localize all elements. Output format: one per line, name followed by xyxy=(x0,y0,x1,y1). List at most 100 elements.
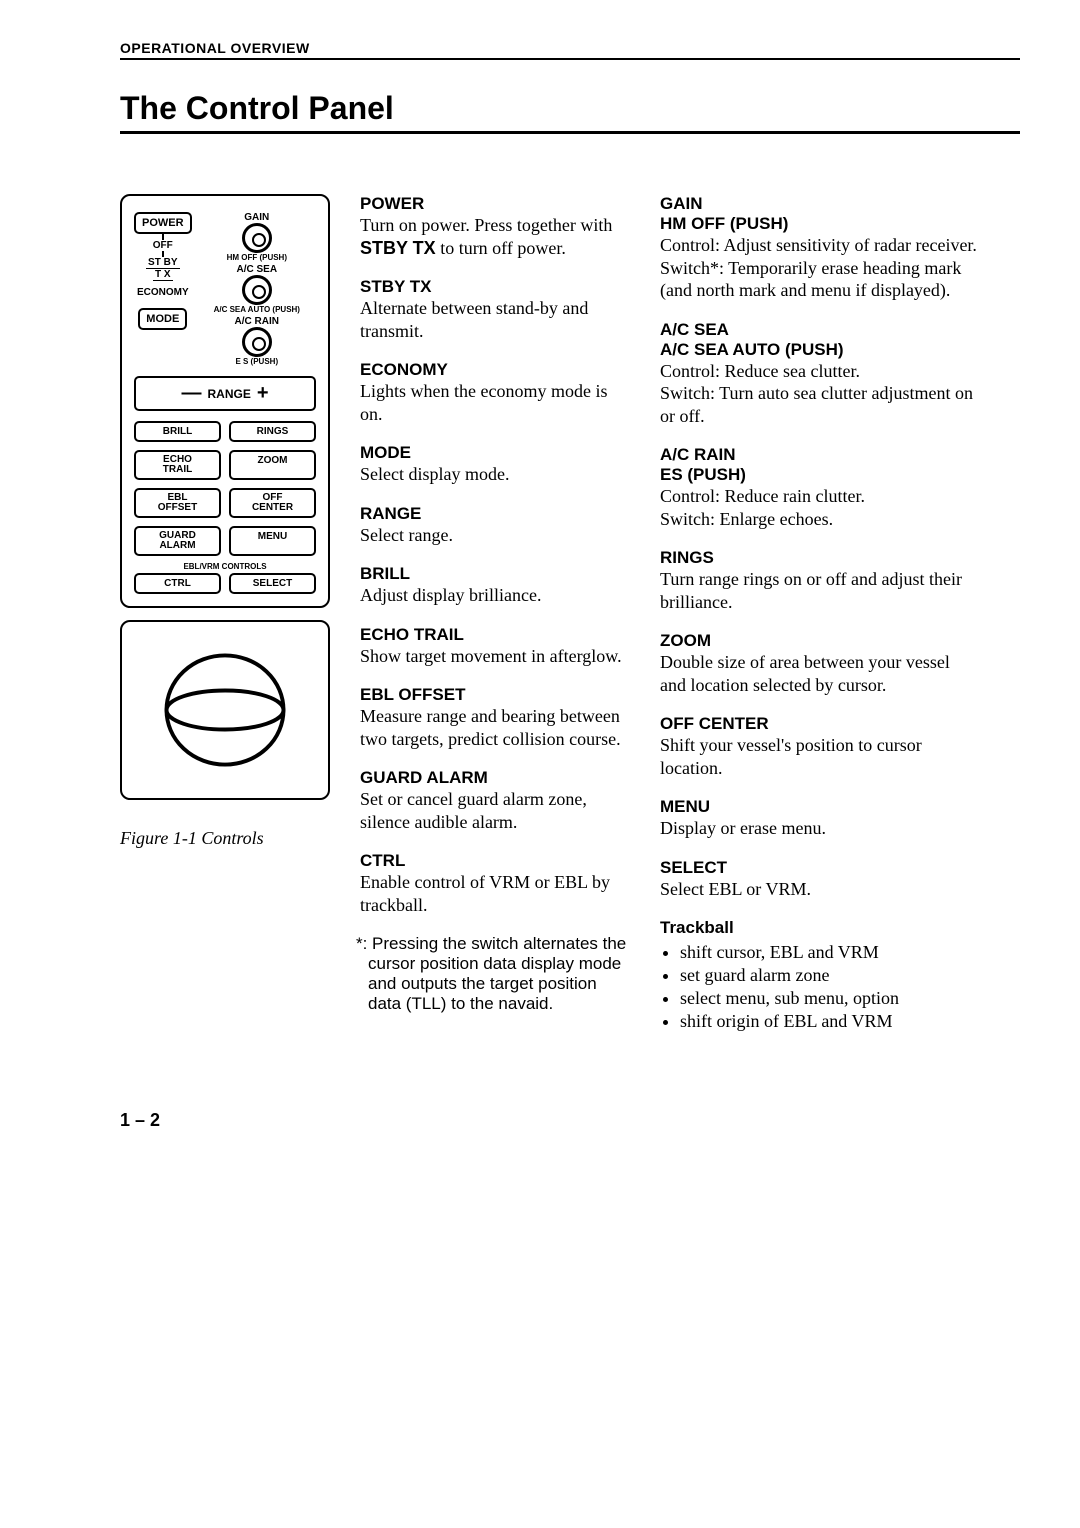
menu-button: MENU xyxy=(229,526,316,556)
ebl-offset-button: EBLOFFSET xyxy=(134,488,221,518)
entry-title: CTRL xyxy=(360,851,630,871)
trackball-title: Trackball xyxy=(660,918,980,938)
entry-body: Select EBL or VRM. xyxy=(660,878,980,901)
es-label: E S (PUSH) xyxy=(235,357,278,366)
range-label: RANGE xyxy=(207,387,250,401)
entry-body: Adjust display brilliance. xyxy=(360,584,630,607)
list-item: set guard alarm zone xyxy=(680,965,980,986)
page-header: OPERATIONAL OVERVIEW xyxy=(120,40,1020,60)
description-entry: A/C RAINES (PUSH)Control: Reduce rain cl… xyxy=(660,445,980,530)
guard-alarm-button: GUARDALARM xyxy=(134,526,221,556)
mode-button: MODE xyxy=(138,308,187,330)
acrain-label: A/C RAIN xyxy=(235,316,279,327)
entry-body: Control: Adjust sensitivity of radar rec… xyxy=(660,234,980,302)
description-entry: ECONOMYLights when the economy mode is o… xyxy=(360,360,630,425)
entry-body: Lights when the economy mode is on. xyxy=(360,380,630,425)
entry-title: MENU xyxy=(660,797,980,817)
trackball-entry: Trackball shift cursor, EBL and VRMset g… xyxy=(660,918,980,1032)
range-button: — RANGE + xyxy=(134,376,316,411)
description-entry: STBY TXAlternate between stand-by and tr… xyxy=(360,277,630,342)
button-grid: BRILL RINGS ECHOTRAIL ZOOM EBLOFFSET OFF… xyxy=(134,421,316,556)
plus-icon: + xyxy=(257,382,269,405)
entry-body: Shift your vessel's position to cursor l… xyxy=(660,734,980,779)
figure-column: POWER OFF ST BY T X ECONOMY MODE GAIN HM xyxy=(120,194,330,1050)
entry-subtitle: A/C SEA AUTO (PUSH) xyxy=(660,340,980,360)
trackball-icon xyxy=(160,645,290,775)
description-entry: MODESelect display mode. xyxy=(360,443,630,486)
description-column-1: POWERTurn on power. Press together with … xyxy=(360,194,630,1050)
entry-body: Turn on power. Press together with STBY … xyxy=(360,214,630,259)
entry-subtitle: ES (PUSH) xyxy=(660,465,980,485)
control-panel-figure: POWER OFF ST BY T X ECONOMY MODE GAIN HM xyxy=(120,194,330,608)
off-label: OFF xyxy=(153,240,173,251)
entry-title: OFF CENTER xyxy=(660,714,980,734)
acrain-dial-icon xyxy=(242,327,272,357)
entry-body: Set or cancel guard alarm zone, silence … xyxy=(360,788,630,833)
figure-caption: Figure 1-1 Controls xyxy=(120,828,330,849)
zoom-button: ZOOM xyxy=(229,450,316,480)
ctrl-button: CTRL xyxy=(134,573,221,594)
entry-body: Enable control of VRM or EBL by trackbal… xyxy=(360,871,630,916)
page-title: The Control Panel xyxy=(120,90,1020,134)
entry-subtitle: HM OFF (PUSH) xyxy=(660,214,980,234)
entry-title: MODE xyxy=(360,443,630,463)
hmoff-label: HM OFF (PUSH) xyxy=(227,253,287,262)
entry-title: RINGS xyxy=(660,548,980,568)
acsea-dial-icon xyxy=(242,275,272,305)
description-entry: ECHO TRAILShow target movement in afterg… xyxy=(360,625,630,668)
page-number: 1 – 2 xyxy=(120,1110,1020,1131)
description-entry: CTRLEnable control of VRM or EBL by trac… xyxy=(360,851,630,916)
entry-title: ECONOMY xyxy=(360,360,630,380)
description-column-2: GAINHM OFF (PUSH)Control: Adjust sensiti… xyxy=(660,194,980,1050)
entry-body: Control: Reduce sea clutter.Switch: Turn… xyxy=(660,360,980,428)
rings-button: RINGS xyxy=(229,421,316,442)
list-item: shift cursor, EBL and VRM xyxy=(680,942,980,963)
description-entry: RINGSTurn range rings on or off and adju… xyxy=(660,548,980,613)
description-entry: SELECTSelect EBL or VRM. xyxy=(660,858,980,901)
entry-body: Control: Reduce rain clutter.Switch: Enl… xyxy=(660,485,980,530)
entry-body: Turn range rings on or off and adjust th… xyxy=(660,568,980,613)
entry-title: POWER xyxy=(360,194,630,214)
description-entry: ZOOMDouble size of area between your ves… xyxy=(660,631,980,696)
list-item: select menu, sub menu, option xyxy=(680,988,980,1009)
tx-label: T X xyxy=(153,269,173,281)
economy-label: ECONOMY xyxy=(137,287,189,298)
entry-title: ZOOM xyxy=(660,631,980,651)
off-center-button: OFFCENTER xyxy=(229,488,316,518)
power-label: POWER xyxy=(134,212,192,234)
minus-icon: — xyxy=(181,382,201,405)
echo-trail-button: ECHOTRAIL xyxy=(134,450,221,480)
controls-section-label: EBL/VRM CONTROLS xyxy=(134,562,316,571)
gain-dial-icon xyxy=(242,223,272,253)
entry-body: Measure range and bearing between two ta… xyxy=(360,705,630,750)
description-entry: OFF CENTERShift your vessel's position t… xyxy=(660,714,980,779)
entry-title: BRILL xyxy=(360,564,630,584)
description-entry: BRILLAdjust display brilliance. xyxy=(360,564,630,607)
entry-title: GUARD ALARM xyxy=(360,768,630,788)
description-entry: POWERTurn on power. Press together with … xyxy=(360,194,630,259)
main-layout: POWER OFF ST BY T X ECONOMY MODE GAIN HM xyxy=(120,194,1020,1050)
description-entry: EBL OFFSETMeasure range and bearing betw… xyxy=(360,685,630,750)
entry-title: SELECT xyxy=(660,858,980,878)
entry-body: Show target movement in afterglow. xyxy=(360,645,630,668)
description-entry: RANGESelect range. xyxy=(360,504,630,547)
power-switch: POWER OFF ST BY T X ECONOMY MODE xyxy=(134,212,192,330)
entry-body: Select display mode. xyxy=(360,463,630,486)
trackball-figure xyxy=(120,620,330,800)
entry-title: ECHO TRAIL xyxy=(360,625,630,645)
footnote: *: Pressing the switch alternates the cu… xyxy=(360,934,630,1014)
entry-title: GAIN xyxy=(660,194,980,214)
trackball-list: shift cursor, EBL and VRMset guard alarm… xyxy=(680,942,980,1032)
gain-label: GAIN xyxy=(244,212,269,223)
description-entry: GAINHM OFF (PUSH)Control: Adjust sensiti… xyxy=(660,194,980,302)
entry-title: STBY TX xyxy=(360,277,630,297)
entry-title: A/C RAIN xyxy=(660,445,980,465)
select-button: SELECT xyxy=(229,573,316,594)
description-entry: GUARD ALARMSet or cancel guard alarm zon… xyxy=(360,768,630,833)
entry-body: Alternate between stand-by and transmit. xyxy=(360,297,630,342)
entry-title: A/C SEA xyxy=(660,320,980,340)
description-entry: A/C SEAA/C SEA AUTO (PUSH)Control: Reduc… xyxy=(660,320,980,428)
entry-title: EBL OFFSET xyxy=(360,685,630,705)
entry-body: Select range. xyxy=(360,524,630,547)
list-item: shift origin of EBL and VRM xyxy=(680,1011,980,1032)
